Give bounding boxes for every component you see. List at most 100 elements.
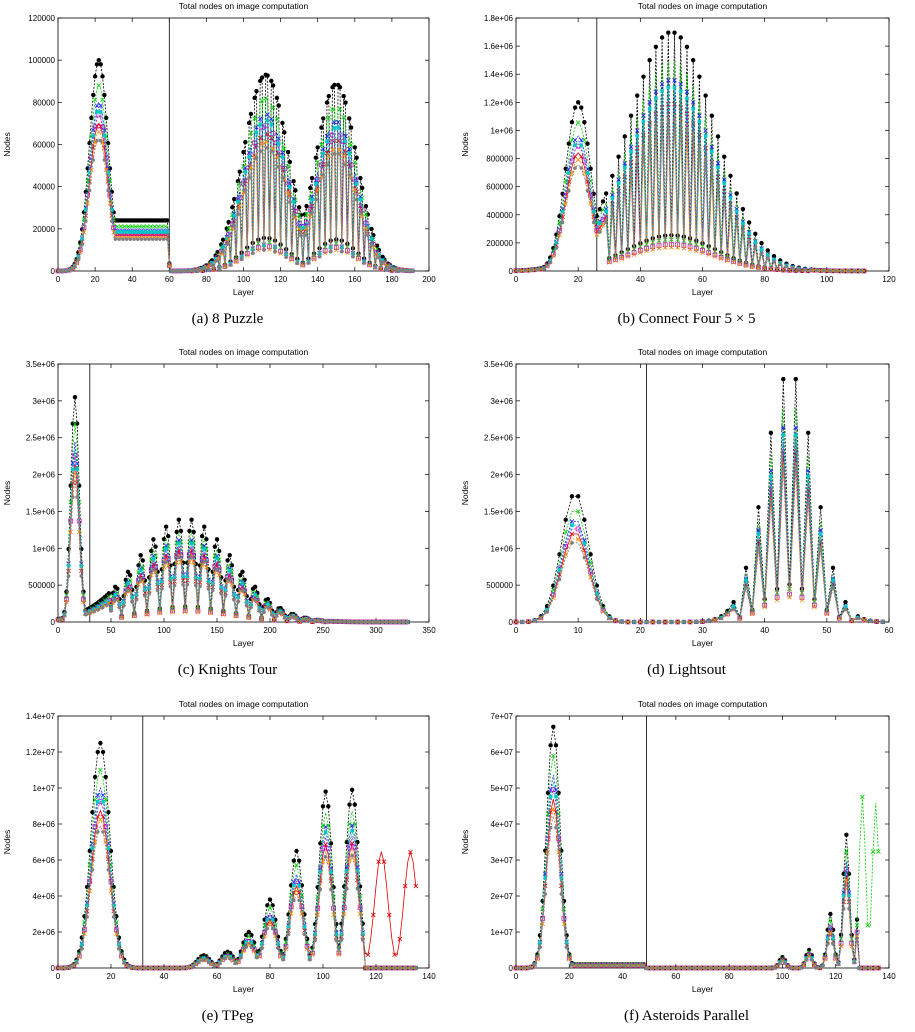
data-point [300, 618, 304, 622]
data-point [274, 116, 280, 121]
data-point [247, 155, 251, 159]
data-point [622, 184, 627, 189]
data-point [759, 251, 764, 256]
data-point [135, 237, 140, 241]
chart-panel-c: Total nodes on image computation 0 50 100 15… [0, 346, 455, 686]
data-point [71, 495, 75, 499]
data-point [372, 620, 376, 624]
data-point [206, 587, 211, 591]
data-point [392, 952, 397, 958]
data-point [159, 582, 165, 588]
data-point [647, 100, 652, 105]
data-point [806, 947, 812, 953]
data-point [199, 533, 205, 539]
data-point [780, 957, 785, 963]
data-point [544, 263, 550, 268]
data-point [600, 222, 606, 228]
data-point [257, 78, 263, 84]
data-point [548, 258, 552, 263]
data-point [849, 618, 855, 624]
data-point [548, 743, 553, 748]
y-tick-label: 400000 [486, 211, 513, 220]
y-tick-label: 1e+06 [491, 126, 514, 135]
data-point [187, 268, 192, 273]
x-tick-label: 250 [316, 626, 330, 635]
data-point [176, 517, 182, 522]
data-point [629, 149, 633, 154]
data-point [863, 966, 867, 970]
data-point [341, 153, 346, 158]
x-tick-label: 20 [565, 972, 574, 981]
data-point [352, 802, 357, 807]
data-point [336, 151, 340, 156]
data-point [100, 97, 105, 103]
data-point [263, 96, 269, 101]
data-point [346, 620, 351, 624]
data-point [155, 588, 160, 593]
y-tick-label: 1.5e+06 [484, 507, 514, 516]
data-point [380, 620, 385, 624]
data-point [206, 268, 211, 273]
data-point [294, 888, 299, 894]
data-point [232, 223, 237, 228]
data-point [148, 966, 153, 970]
data-point [781, 425, 786, 430]
data-point [579, 166, 584, 170]
data-point [135, 230, 140, 234]
data-point [316, 618, 321, 623]
data-point [363, 965, 368, 971]
data-point [202, 546, 207, 551]
data-point [843, 599, 848, 605]
data-point [840, 269, 845, 273]
x-tick-label: 20 [107, 972, 116, 981]
data-point [109, 606, 113, 611]
x-tick-label: 150 [210, 626, 224, 635]
data-point [708, 966, 713, 970]
data-point [703, 158, 708, 163]
data-point [348, 125, 354, 130]
data-point [280, 175, 285, 180]
data-point [352, 844, 358, 850]
data-point [269, 122, 274, 127]
y-axis-label: Nodes [2, 830, 12, 855]
data-point [753, 245, 758, 250]
data-point [318, 870, 323, 874]
data-point [249, 605, 253, 610]
data-point [557, 577, 562, 582]
data-point [684, 89, 690, 94]
data-point [666, 966, 670, 970]
data-point [90, 809, 95, 815]
data-point [98, 740, 103, 746]
data-point [321, 173, 326, 177]
data-point [147, 230, 151, 234]
data-point [253, 598, 257, 602]
data-point [660, 966, 665, 970]
data-point [104, 115, 109, 121]
data-point [312, 619, 317, 623]
data-point [249, 940, 254, 945]
series-red [516, 799, 879, 971]
data-point [728, 209, 733, 213]
data-point [540, 916, 545, 921]
series-line [516, 726, 879, 969]
data-point [831, 578, 835, 583]
data-point [347, 802, 352, 807]
data-point [321, 151, 326, 156]
data-point [213, 257, 218, 261]
data-point [199, 563, 205, 568]
data-point [657, 620, 661, 624]
x-axis-label: Layer [692, 984, 713, 994]
data-point [92, 124, 98, 130]
data-point [567, 171, 571, 175]
data-point [604, 220, 608, 224]
data-point [854, 933, 860, 939]
data-point [865, 965, 870, 971]
data-point [582, 555, 587, 560]
data-point [332, 125, 337, 130]
data-point [100, 792, 106, 798]
data-point [859, 269, 863, 273]
data-point [347, 821, 352, 827]
data-point [221, 245, 225, 249]
y-tick-label: 3e+07 [491, 856, 514, 865]
data-point [595, 592, 599, 596]
